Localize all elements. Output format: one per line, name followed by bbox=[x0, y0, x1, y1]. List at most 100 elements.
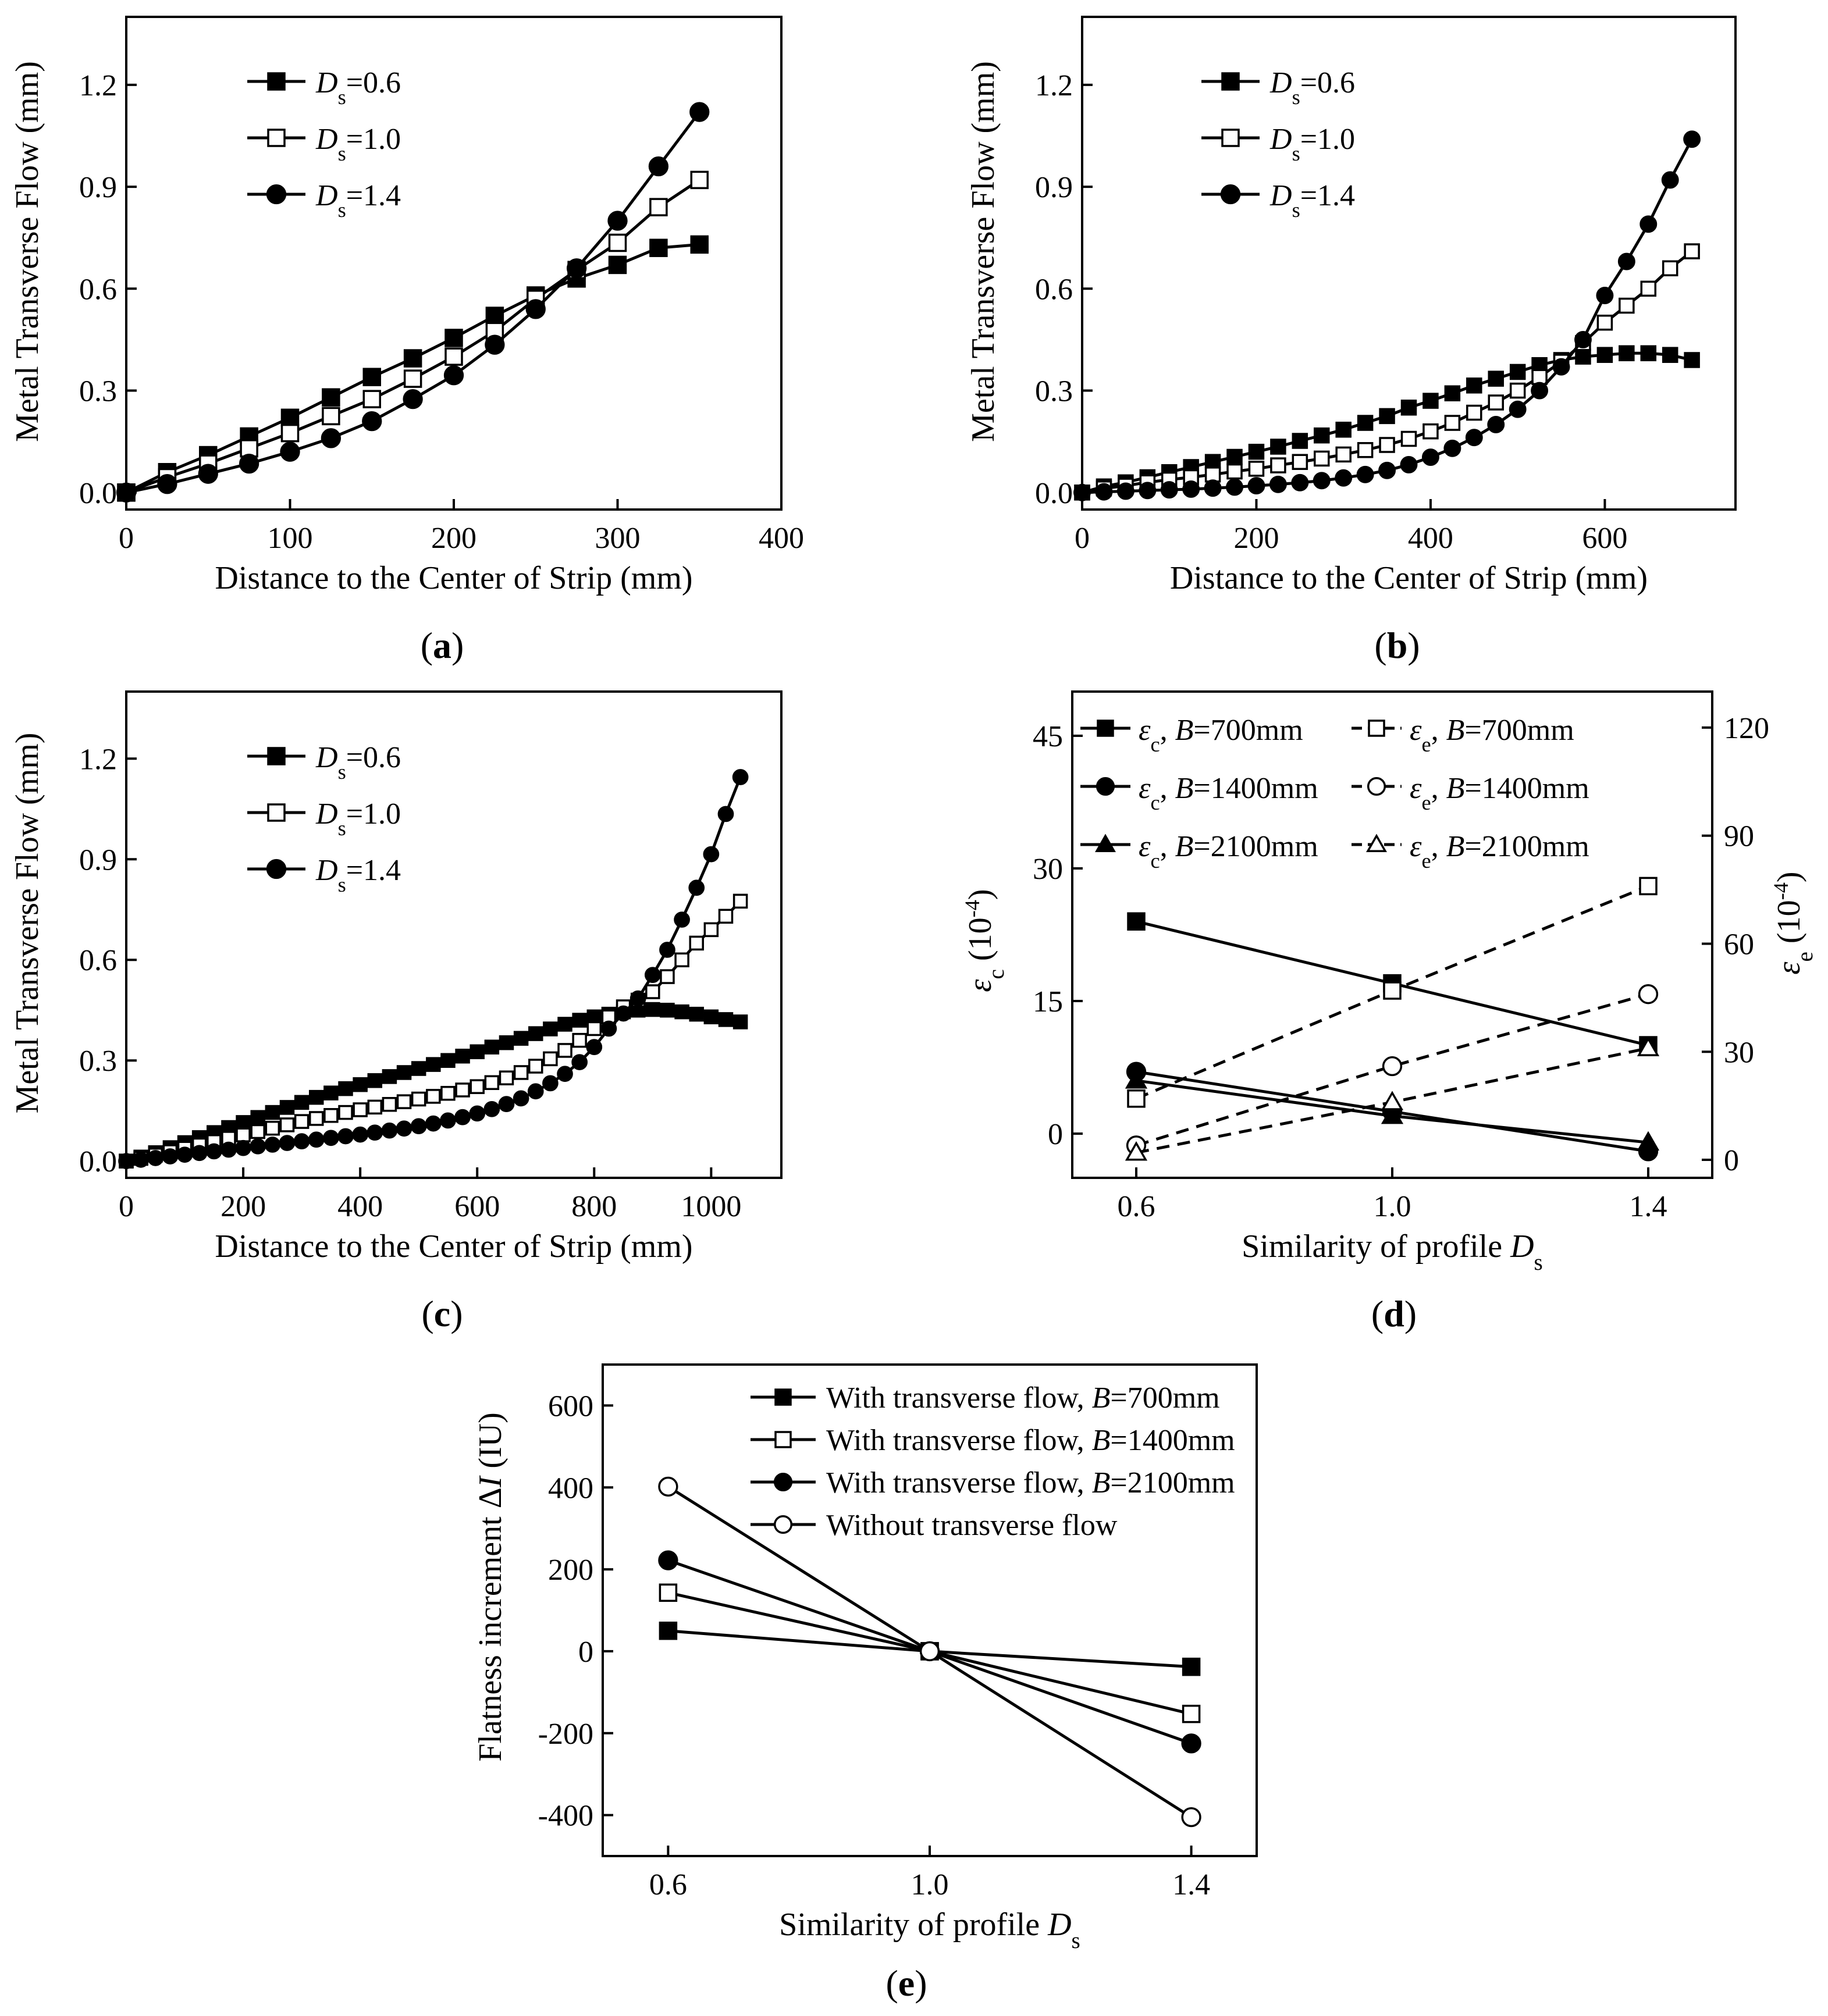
text-part: 200 bbox=[548, 1554, 593, 1587]
legend-marker bbox=[267, 129, 286, 147]
data-point bbox=[1335, 421, 1352, 438]
y-right-tick-label: 30 bbox=[1724, 1036, 1754, 1069]
data-point bbox=[1488, 394, 1504, 411]
data-point bbox=[1139, 482, 1157, 500]
x-tick-label: 400 bbox=[759, 522, 804, 555]
data-point bbox=[1335, 469, 1353, 487]
text-part: B bbox=[1175, 714, 1194, 747]
text-part: ) bbox=[962, 889, 998, 900]
y-tick-label: 30 bbox=[1033, 853, 1063, 886]
data-point bbox=[1466, 404, 1482, 421]
data-point bbox=[1617, 252, 1635, 270]
data-point bbox=[454, 1109, 471, 1125]
legend-entry: εe, B=1400mm bbox=[1410, 772, 1589, 814]
text-part: 30 bbox=[1724, 1036, 1754, 1069]
text-part: s bbox=[338, 86, 346, 109]
data-point bbox=[499, 1035, 514, 1050]
text-part: e bbox=[1422, 849, 1431, 872]
text-part: D bbox=[315, 179, 338, 212]
data-point bbox=[1182, 1704, 1201, 1723]
data-point bbox=[239, 453, 259, 474]
panel-label: (e) bbox=[885, 1962, 927, 2004]
data-point bbox=[498, 1096, 515, 1113]
data-point bbox=[1382, 1056, 1403, 1077]
text-part: 100 bbox=[268, 522, 313, 555]
data-point bbox=[1291, 473, 1309, 491]
legend-marker bbox=[1096, 777, 1115, 796]
data-point bbox=[236, 1115, 251, 1130]
y-tick-label: -200 bbox=[538, 1718, 593, 1751]
data-point bbox=[425, 1115, 442, 1132]
text-part: 0.3 bbox=[79, 1045, 117, 1078]
text-part: =1.4 bbox=[346, 179, 401, 212]
text-part: 600 bbox=[1582, 522, 1627, 555]
text-part: 1.4 bbox=[1172, 1868, 1210, 1901]
data-point bbox=[443, 365, 464, 386]
data-point bbox=[648, 156, 669, 177]
legend-entry: With transverse flow, B=1400mm bbox=[826, 1424, 1235, 1457]
x-tick-label: 600 bbox=[1582, 522, 1627, 555]
data-point bbox=[513, 1031, 529, 1046]
text-part: s bbox=[1292, 86, 1300, 109]
data-point bbox=[732, 769, 749, 785]
data-point bbox=[732, 1014, 748, 1030]
data-point bbox=[1313, 472, 1331, 490]
data-point bbox=[557, 1017, 572, 1032]
x-axis-label: Similarity of profile Ds bbox=[779, 1907, 1080, 1953]
series-Ds=1.0 bbox=[1074, 243, 1700, 501]
text-part: s bbox=[338, 760, 346, 783]
data-point bbox=[1292, 454, 1308, 470]
data-point bbox=[1488, 371, 1504, 387]
panel-label: (c) bbox=[421, 1293, 463, 1334]
data-point bbox=[1314, 427, 1330, 444]
data-point bbox=[660, 1002, 675, 1018]
y-tick-label: 0.0 bbox=[1035, 477, 1073, 510]
text-part: 0.6 bbox=[649, 1868, 687, 1901]
text-part: 1.2 bbox=[79, 69, 117, 102]
data-point bbox=[236, 1127, 251, 1142]
x-tick-label: 1.4 bbox=[1630, 1190, 1667, 1223]
data-point bbox=[221, 1141, 237, 1158]
data-point bbox=[1400, 430, 1417, 447]
text-part: 0.6 bbox=[1118, 1190, 1155, 1223]
data-point bbox=[1662, 347, 1678, 363]
data-point bbox=[1422, 423, 1439, 440]
text-part: D bbox=[315, 797, 338, 831]
data-point bbox=[1596, 287, 1614, 304]
y-tick-label: 0.6 bbox=[1035, 273, 1073, 306]
x-tick-label: 400 bbox=[1408, 522, 1453, 555]
y-right-tick-label: 0 bbox=[1724, 1144, 1739, 1177]
y-tick-label: 1.2 bbox=[79, 69, 117, 102]
data-point bbox=[1125, 1141, 1148, 1161]
data-point bbox=[1638, 984, 1659, 1005]
text-part: Metal Transverse Flow (mm) bbox=[965, 61, 1001, 442]
x-axis-label: Similarity of profile Ds bbox=[1242, 1228, 1543, 1275]
text-part: ε bbox=[1139, 772, 1151, 805]
y-tick-label: 0.6 bbox=[79, 944, 117, 977]
data-point bbox=[1487, 416, 1505, 433]
text-part: s bbox=[338, 142, 346, 165]
text-part: ε bbox=[1139, 830, 1151, 863]
text-part: , bbox=[1431, 772, 1446, 805]
legend-entry: Without transverse flow bbox=[826, 1509, 1118, 1542]
data-point bbox=[323, 1085, 339, 1100]
data-point bbox=[198, 464, 218, 484]
data-point bbox=[455, 1048, 470, 1064]
text-part: ) bbox=[1404, 1293, 1417, 1334]
x-tick-label: 1.4 bbox=[1172, 1868, 1210, 1901]
text-part: Without transverse flow bbox=[826, 1509, 1118, 1542]
data-point bbox=[321, 428, 342, 448]
y-axis-label: Flatness increment ΔI (IU) bbox=[472, 1412, 508, 1762]
data-point bbox=[362, 411, 382, 432]
data-point bbox=[543, 1051, 558, 1067]
x-tick-label: 600 bbox=[454, 1190, 500, 1223]
data-point bbox=[1639, 877, 1658, 896]
data-point bbox=[557, 1066, 573, 1082]
legend-marker bbox=[1095, 834, 1116, 852]
legend-entry: With transverse flow, B=2100mm bbox=[826, 1466, 1235, 1499]
text-part: ) bbox=[1771, 871, 1807, 882]
text-part: 1.0 bbox=[911, 1868, 949, 1901]
data-point bbox=[689, 935, 704, 951]
data-point bbox=[279, 1100, 295, 1115]
text-part: 0.0 bbox=[79, 477, 117, 510]
